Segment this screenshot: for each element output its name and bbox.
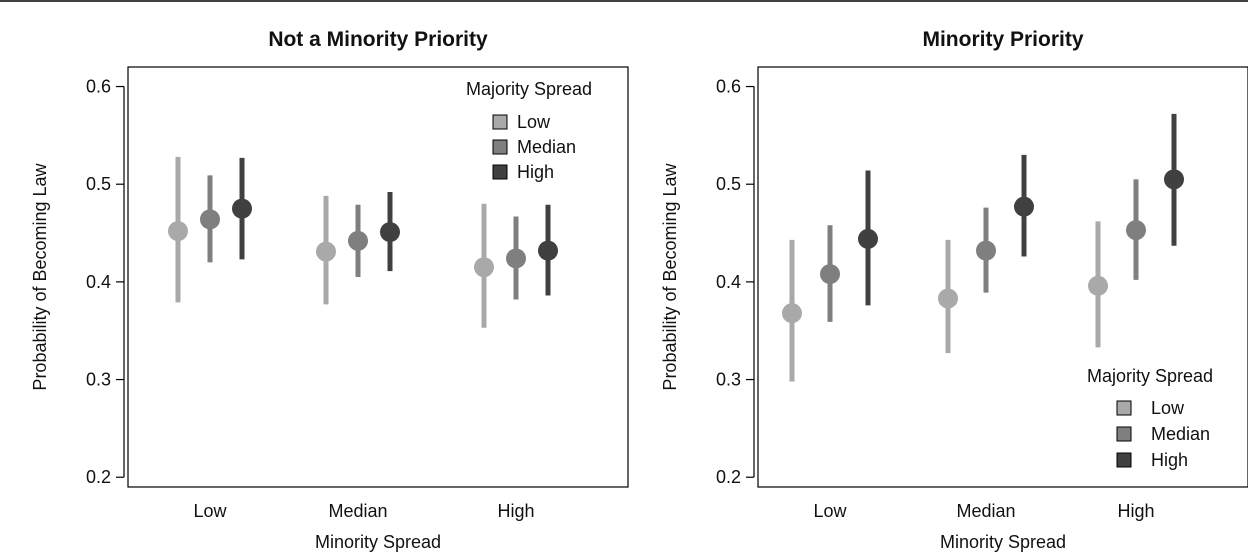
panel2-legend-swatch-high xyxy=(1117,453,1131,467)
panel1-x-category-label: Low xyxy=(193,501,227,521)
panel1-y-tick-label: 0.6 xyxy=(86,77,111,97)
panel1-y-tick-label: 0.2 xyxy=(86,467,111,487)
panel2-legend-swatch-low xyxy=(1117,401,1131,415)
panel1-legend-title: Majority Spread xyxy=(466,79,592,99)
panel1-legend-label-high: High xyxy=(517,162,554,182)
panel2-legend-label-median: Median xyxy=(1151,424,1210,444)
panel1-legend-label-low: Low xyxy=(517,112,551,132)
panel2-x-category-label: Median xyxy=(956,501,1015,521)
panel2-legend-swatch-median xyxy=(1117,427,1131,441)
panel1-legend-label-median: Median xyxy=(517,137,576,157)
panel1-group: Not a Minority Priority 0.2 0.3 0.4 0.5 0.6 Pr… xyxy=(30,28,628,552)
panel1-point-high-low xyxy=(232,199,252,219)
panel2-y-tick-label: 0.6 xyxy=(716,77,741,97)
panel2-legend-label-low: Low xyxy=(1151,398,1185,418)
panel1-legend-swatch-median xyxy=(493,140,507,154)
panel2-x-category-label: High xyxy=(1117,501,1154,521)
panel2-point-high-median xyxy=(1014,197,1034,217)
panel1-legend-swatch-high xyxy=(493,165,507,179)
panel1-point-high-high xyxy=(538,241,558,261)
panel1-x-category-label: High xyxy=(497,501,534,521)
panel1-y-axis-title: Probability of Becoming Law xyxy=(30,162,50,390)
panel2-point-low-median xyxy=(938,288,958,308)
panel1-plot-box xyxy=(128,67,628,487)
panel2-y-tick-label: 0.2 xyxy=(716,467,741,487)
panel1-legend-swatch-low xyxy=(493,115,507,129)
panel1-point-median-high xyxy=(506,248,526,268)
panel1-y-tick-label: 0.3 xyxy=(86,370,111,390)
panel1-y-tick-label: 0.5 xyxy=(86,174,111,194)
panel1-y-tick-label: 0.4 xyxy=(86,272,111,292)
panel1-point-median-low xyxy=(200,209,220,229)
panel2-legend-label-high: High xyxy=(1151,450,1188,470)
panel1-point-low-low xyxy=(168,221,188,241)
panel2-point-high-high xyxy=(1164,169,1184,189)
panel1-x-axis-title: Minority Spread xyxy=(315,532,441,552)
panel1-point-low-median xyxy=(316,242,336,262)
panel2-y-tick-label: 0.3 xyxy=(716,370,741,390)
panel2-y-tick-label: 0.5 xyxy=(716,174,741,194)
panel1-point-median-median xyxy=(348,231,368,251)
panel1-point-low-high xyxy=(474,257,494,277)
panel2-y-tick-label: 0.4 xyxy=(716,272,741,292)
panel1-point-high-median xyxy=(380,222,400,242)
panel2-group: Minority Priority 0.2 0.3 0.4 0.5 0.6 Probabil… xyxy=(660,28,1248,552)
panel2-x-category-label: Low xyxy=(813,501,847,521)
panel2-point-median-high xyxy=(1126,220,1146,240)
panel2-x-axis-title: Minority Spread xyxy=(940,532,1066,552)
panel2-point-median-median xyxy=(976,241,996,261)
panel2-point-high-low xyxy=(858,229,878,249)
panel2-point-low-high xyxy=(1088,276,1108,296)
panel2-title: Minority Priority xyxy=(922,28,1083,51)
panel1-title: Not a Minority Priority xyxy=(268,28,488,51)
panel2-legend-title: Majority Spread xyxy=(1087,366,1213,386)
panel2-point-low-low xyxy=(782,303,802,323)
panel2-y-axis-title: Probability of Becoming Law xyxy=(660,162,680,390)
panel2-point-median-low xyxy=(820,264,840,284)
panel1-x-category-label: Median xyxy=(328,501,387,521)
